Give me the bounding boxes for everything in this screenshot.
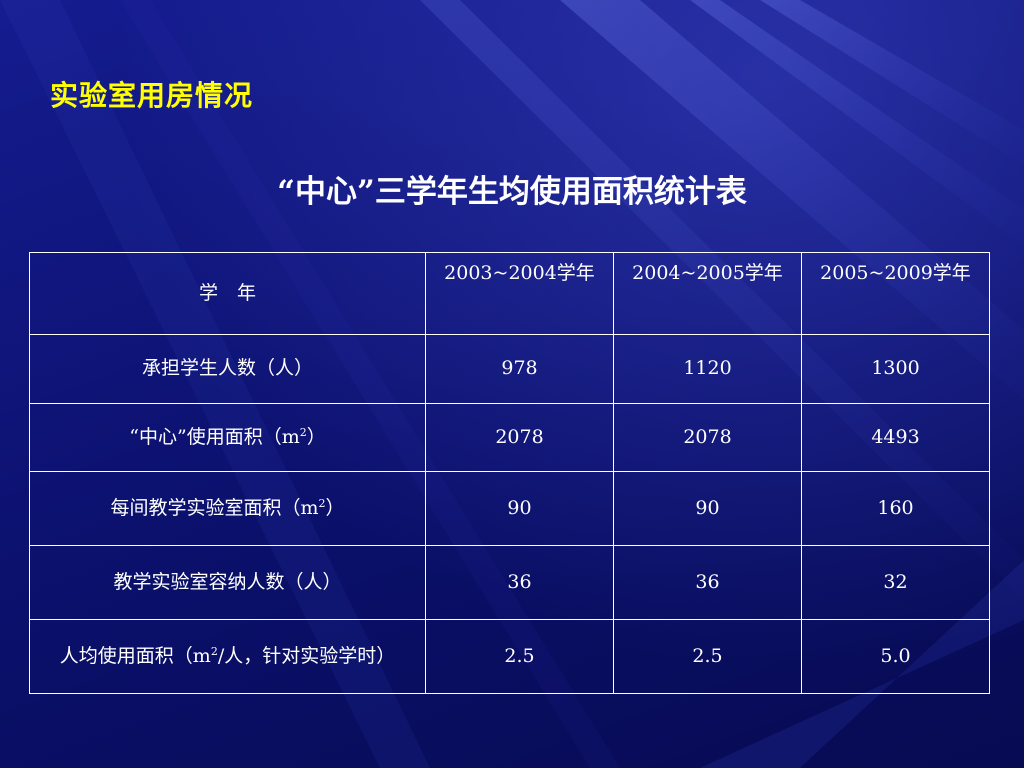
row-label: 每间教学实验室面积（m2） xyxy=(29,471,426,546)
row-label-text: “中心”使用面积（m xyxy=(129,425,300,448)
table-cell: 4493 xyxy=(801,403,990,472)
row-label: 承担学生人数（人） xyxy=(29,334,426,404)
table-cell: 36 xyxy=(425,545,614,620)
table-cell: 5.0 xyxy=(801,619,990,694)
table-cell: 1300 xyxy=(801,334,990,404)
table-row: “中心”使用面积（m2） 2078 2078 4493 xyxy=(29,403,990,472)
slide-title: 实验室用房情况 xyxy=(50,79,254,112)
row-label: “中心”使用面积（m2） xyxy=(29,403,426,472)
usage-area-table: 学 年 2003~2004学年 2004~2005学年 2005~2009学年 … xyxy=(29,252,990,694)
header-cell-year: 2004~2005学年 xyxy=(613,252,802,335)
row-label-text-end: ） xyxy=(306,425,326,448)
row-label-superscript: 2 xyxy=(210,644,218,658)
header-cell-year-label: 学 年 xyxy=(29,252,426,335)
table-row: 人均使用面积（m2/人，针对实验学时） 2.5 2.5 5.0 xyxy=(29,619,990,694)
table-cell: 2.5 xyxy=(613,619,802,694)
table-cell: 32 xyxy=(801,545,990,620)
table-cell: 1120 xyxy=(613,334,802,404)
table-cell: 2.5 xyxy=(425,619,614,694)
table-cell: 90 xyxy=(425,471,614,546)
header-cell-year: 2003~2004学年 xyxy=(425,252,614,335)
row-label-text-end: /人，针对实验学时） xyxy=(217,644,396,667)
table-header-row: 学 年 2003~2004学年 2004~2005学年 2005~2009学年 xyxy=(29,252,990,335)
table-cell: 2078 xyxy=(613,403,802,472)
header-cell-year: 2005~2009学年 xyxy=(801,252,990,335)
table-cell: 2078 xyxy=(425,403,614,472)
row-label-superscript: 2 xyxy=(318,496,326,510)
table-cell: 90 xyxy=(613,471,802,546)
row-label-text-end: ） xyxy=(325,496,345,519)
table-row: 教学实验室容纳人数（人） 36 36 32 xyxy=(29,545,990,620)
table-row: 承担学生人数（人） 978 1120 1300 xyxy=(29,334,990,404)
table-cell: 978 xyxy=(425,334,614,404)
row-label-text: 人均使用面积（m xyxy=(59,644,211,667)
row-label: 人均使用面积（m2/人，针对实验学时） xyxy=(29,619,426,694)
table-cell: 36 xyxy=(613,545,802,620)
table-row: 每间教学实验室面积（m2） 90 90 160 xyxy=(29,471,990,546)
table-title: “中心”三学年生均使用面积统计表 xyxy=(277,174,747,210)
table-cell: 160 xyxy=(801,471,990,546)
row-label-text: 每间教学实验室面积（m xyxy=(110,496,319,519)
row-label: 教学实验室容纳人数（人） xyxy=(29,545,426,620)
row-label-superscript: 2 xyxy=(299,425,307,439)
